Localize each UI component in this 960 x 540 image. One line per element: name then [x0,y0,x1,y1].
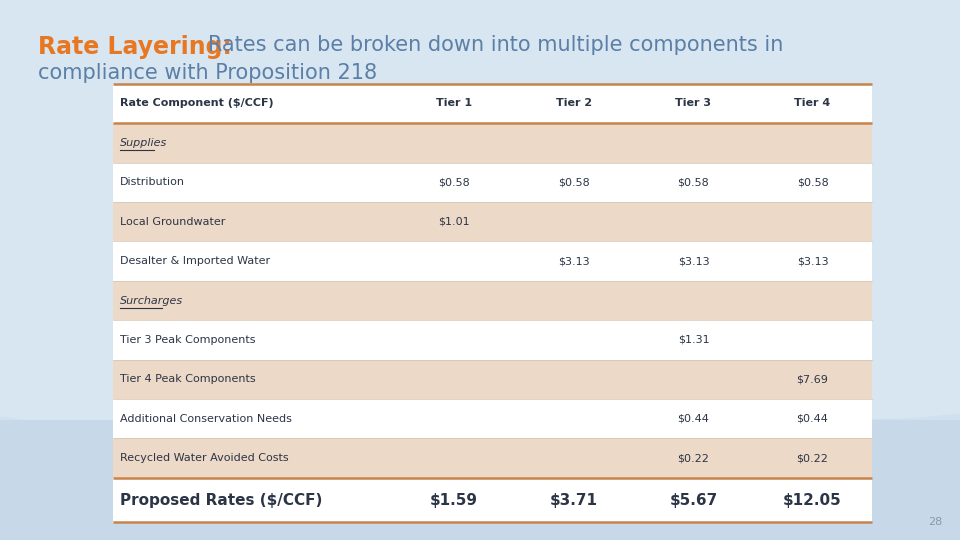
Text: $5.67: $5.67 [669,492,717,508]
Text: Surcharges: Surcharges [120,295,183,306]
Text: Tier 2: Tier 2 [556,98,591,109]
Text: Local Groundwater: Local Groundwater [120,217,226,227]
Text: Rate Layering:: Rate Layering: [38,35,232,59]
Bar [113,84,872,123]
Text: Tier 4 Peak Components: Tier 4 Peak Components [120,374,256,384]
Text: Distribution: Distribution [120,177,185,187]
Text: Additional Conservation Needs: Additional Conservation Needs [120,414,292,424]
Text: $3.13: $3.13 [678,256,709,266]
Bar [113,202,872,241]
Text: $0.58: $0.58 [438,177,469,187]
Text: Tier 3 Peak Components: Tier 3 Peak Components [120,335,255,345]
Bar [113,163,872,202]
Text: 28: 28 [928,517,942,527]
Text: $3.13: $3.13 [558,256,589,266]
Text: Rate Component ($/CCF): Rate Component ($/CCF) [120,98,274,109]
Text: $0.44: $0.44 [678,414,709,424]
Bar [113,360,872,399]
Text: Proposed Rates ($/CCF): Proposed Rates ($/CCF) [120,492,323,508]
Bar [113,241,872,281]
Bar [113,281,872,320]
Text: $0.22: $0.22 [797,453,828,463]
Text: Recycled Water Avoided Costs: Recycled Water Avoided Costs [120,453,289,463]
Text: Tier 4: Tier 4 [794,98,830,109]
Text: $0.22: $0.22 [678,453,709,463]
Bar [113,478,872,522]
Bar [113,320,872,360]
Text: $0.58: $0.58 [678,177,709,187]
Text: Tier 1: Tier 1 [436,98,472,109]
Text: $1.59: $1.59 [430,492,478,508]
Text: $12.05: $12.05 [783,492,842,508]
Text: $1.01: $1.01 [438,217,469,227]
Text: $3.71: $3.71 [550,492,598,508]
Text: $0.58: $0.58 [558,177,589,187]
Text: $7.69: $7.69 [797,374,828,384]
Text: Rates can be broken down into multiple components in: Rates can be broken down into multiple c… [208,35,783,55]
Text: $1.31: $1.31 [678,335,709,345]
Text: $0.44: $0.44 [797,414,828,424]
Bar [113,399,872,438]
Text: $0.58: $0.58 [797,177,828,187]
Text: Desalter & Imported Water: Desalter & Imported Water [120,256,271,266]
Text: Tier 3: Tier 3 [676,98,711,109]
Bar [113,438,872,478]
Bar [113,123,872,163]
Bar [0,420,960,540]
Text: $3.13: $3.13 [797,256,828,266]
Text: compliance with Proposition 218: compliance with Proposition 218 [38,63,377,83]
Text: Supplies: Supplies [120,138,168,148]
